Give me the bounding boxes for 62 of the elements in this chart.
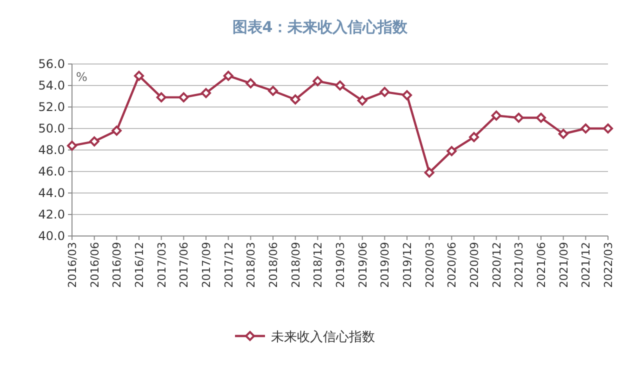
point <box>335 80 345 90</box>
x-tick-label: 2019/09 <box>378 242 392 288</box>
x-tick-label: 2021/12 <box>580 242 593 288</box>
y-axis-title: % <box>76 70 88 84</box>
y-tick-label: 44.0 <box>38 186 65 200</box>
point <box>580 124 591 134</box>
point <box>536 112 546 123</box>
point <box>156 92 166 102</box>
point <box>469 132 479 142</box>
point <box>201 88 211 98</box>
point <box>134 70 144 81</box>
x-tick-label: 2016/12 <box>133 242 146 288</box>
y-tick-label: 52.0 <box>38 100 65 114</box>
x-tick-label: 2017/06 <box>178 242 191 288</box>
point <box>514 112 524 123</box>
point <box>603 124 613 134</box>
x-tick-label: 2018/06 <box>267 242 280 288</box>
point <box>357 96 368 106</box>
point <box>268 86 278 96</box>
point <box>223 70 234 81</box>
y-tick-label: 42.0 <box>38 208 65 222</box>
x-tick-label: 2020/09 <box>468 242 481 288</box>
point <box>67 140 77 151</box>
y-tick-label: 56.0 <box>38 57 65 71</box>
x-tick-label: 2021/09 <box>557 242 570 288</box>
point <box>246 78 256 88</box>
x-tick-label: 2016/06 <box>88 242 102 288</box>
x-tick-label: 2016/03 <box>66 242 79 288</box>
x-tick-label: 2020/03 <box>423 242 436 288</box>
point <box>112 126 122 136</box>
x-tick-label: 2017/12 <box>222 242 236 288</box>
point <box>491 110 502 121</box>
y-tick-label: 54.0 <box>38 78 65 92</box>
point <box>290 94 300 104</box>
point <box>558 128 568 139</box>
x-tick-label: 2021/03 <box>512 242 526 288</box>
point <box>178 92 189 102</box>
chart-title: 图表4：未来收入信心指数 <box>232 18 409 36</box>
x-tick-label: 2019/12 <box>401 242 414 288</box>
x-tick-label: 2020/12 <box>490 242 504 288</box>
x-tick-label: 2017/03 <box>155 242 168 288</box>
x-tick-label: 2019/03 <box>334 242 347 288</box>
point <box>424 168 434 178</box>
y-tick-label: 40.0 <box>38 229 65 243</box>
x-tick-label: 2018/12 <box>312 242 325 288</box>
point <box>402 90 412 100</box>
x-tick-label: 2022/03 <box>602 242 615 288</box>
point <box>446 146 457 156</box>
point <box>89 136 100 146</box>
x-tick-label: 2018/03 <box>244 242 258 288</box>
point <box>380 86 390 97</box>
y-tick-label: 50.0 <box>38 122 65 136</box>
legend-label: 未来收入信心指数 <box>271 329 375 345</box>
x-tick-label: 2017/09 <box>200 242 213 288</box>
x-tick-label: 2019/06 <box>356 242 370 288</box>
x-tick-label: 2020/06 <box>446 242 459 288</box>
x-tick-label: 2021/06 <box>535 242 548 288</box>
point <box>312 76 323 86</box>
x-tick-label: 2016/09 <box>110 242 124 288</box>
x-tick-label: 2018/09 <box>289 242 302 288</box>
y-tick-label: 48.0 <box>38 143 65 157</box>
y-tick-label: 46.0 <box>38 164 65 178</box>
